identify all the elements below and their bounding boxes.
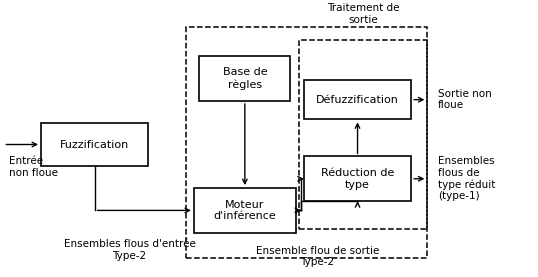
Text: Base de
règles: Base de règles <box>223 68 267 90</box>
Text: Traitement de
sortie: Traitement de sortie <box>327 3 399 25</box>
Bar <box>186 27 427 258</box>
Text: Ensembles
flous de
type réduit
(type-1): Ensembles flous de type réduit (type-1) <box>438 156 495 201</box>
Bar <box>304 80 411 119</box>
Bar <box>194 188 296 233</box>
Text: Ensembles flous d'entrée
Type-2: Ensembles flous d'entrée Type-2 <box>63 239 195 261</box>
Bar <box>299 40 427 229</box>
Text: Ensemble flou de sortie
Type-2: Ensemble flou de sortie Type-2 <box>256 246 379 267</box>
Text: Sortie non
floue: Sortie non floue <box>438 89 492 111</box>
Text: Moteur
d'inférence: Moteur d'inférence <box>214 200 276 221</box>
Text: Réduction de
type: Réduction de type <box>321 168 394 189</box>
Bar <box>199 56 291 101</box>
Text: Fuzzification: Fuzzification <box>60 140 129 150</box>
Text: Entrée
non floue: Entrée non floue <box>9 156 58 178</box>
Bar <box>304 156 411 201</box>
Bar <box>41 124 148 166</box>
Text: Défuzzification: Défuzzification <box>316 95 399 105</box>
